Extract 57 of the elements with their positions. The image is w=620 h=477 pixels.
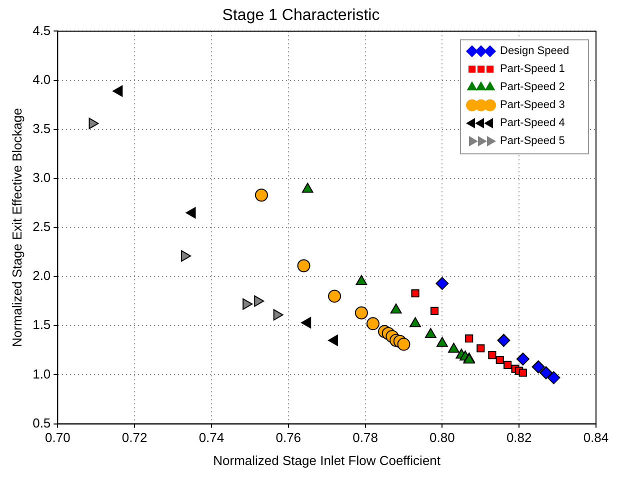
x-tick-label: 0.72 — [122, 430, 148, 446]
legend-label: Design Speed — [500, 45, 570, 58]
point — [547, 371, 560, 384]
y-tick-label: 2.5 — [32, 219, 51, 234]
x-tick-label: 0.84 — [583, 430, 609, 446]
point — [436, 276, 449, 290]
point — [297, 259, 310, 272]
point — [448, 342, 460, 353]
legend-label: Part-Speed 2 — [500, 81, 565, 94]
legend-label: Part-Speed 4 — [500, 117, 565, 130]
y-tick-label: 4.5 — [32, 22, 51, 38]
y-tick-label: 0.5 — [32, 415, 51, 430]
point — [356, 274, 368, 285]
point — [465, 334, 474, 342]
point — [366, 317, 380, 330]
point — [186, 207, 196, 218]
point — [532, 360, 545, 374]
point — [518, 368, 527, 377]
point — [354, 306, 368, 320]
x-axis-title: Normalized Stage Inlet Flow Coefficient — [213, 452, 441, 468]
point — [436, 336, 448, 347]
point — [424, 328, 436, 338]
point — [497, 334, 510, 347]
point — [540, 366, 553, 380]
point — [301, 317, 312, 328]
point — [410, 317, 421, 328]
y-tick-label: 2.0 — [32, 268, 51, 284]
x-tick-label: 0.82 — [506, 430, 532, 446]
point — [390, 303, 402, 314]
point — [411, 289, 420, 298]
point — [328, 334, 338, 346]
point — [430, 306, 439, 315]
x-tick-label: 0.70 — [45, 430, 70, 446]
y-tick-label: 1.5 — [32, 317, 51, 332]
y-tick-label: 1.0 — [32, 366, 51, 382]
y-axis-title: Normalized Stage Exit Effective Blockage — [9, 108, 24, 347]
legend-label: Part-Speed 5 — [500, 135, 565, 148]
point — [302, 182, 314, 193]
point — [328, 290, 342, 303]
point — [504, 360, 512, 369]
y-tick-label: 4.0 — [32, 72, 51, 87]
y-tick-label: 3.5 — [32, 120, 51, 136]
point — [476, 344, 485, 352]
point — [254, 188, 268, 202]
x-tick-label: 0.78 — [352, 430, 378, 446]
y-tick-label: 3.0 — [32, 170, 51, 186]
x-tick-label: 0.74 — [198, 430, 224, 446]
legend-label: Part-Speed 1 — [500, 63, 565, 76]
point — [516, 352, 530, 366]
point — [397, 338, 410, 351]
x-tick-label: 0.80 — [430, 430, 455, 446]
point — [112, 85, 123, 97]
x-tick-label: 0.76 — [276, 430, 302, 446]
point — [496, 356, 504, 364]
chart-title: Stage 1 Characteristic — [222, 7, 380, 24]
point — [488, 351, 496, 360]
legend-label: Part-Speed 3 — [500, 99, 565, 112]
